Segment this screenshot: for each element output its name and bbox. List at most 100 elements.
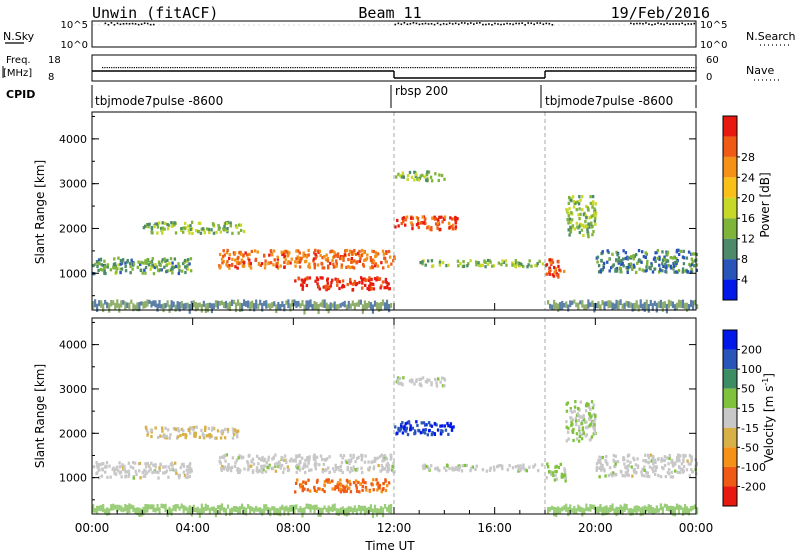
heatmap-cell xyxy=(478,263,482,267)
freq-sample xyxy=(600,67,602,69)
heatmap-cell xyxy=(157,470,160,475)
heatmap-cell xyxy=(104,470,107,474)
heatmap-cell xyxy=(574,400,577,404)
heatmap-cell xyxy=(423,463,426,467)
colorbar-segment xyxy=(723,466,737,487)
ground-scatter-cell xyxy=(645,506,648,512)
heatmap-cell xyxy=(692,264,696,268)
noise-sample xyxy=(672,23,674,25)
heatmap-cell xyxy=(574,416,578,420)
heatmap-cell xyxy=(100,263,103,267)
ground-scatter-cell xyxy=(643,302,646,312)
heatmap-cell xyxy=(607,473,611,478)
heatmap-cell xyxy=(269,249,273,253)
heatmap-cell xyxy=(364,283,367,288)
colorbar-segment xyxy=(723,447,737,467)
heatmap-cell xyxy=(127,469,131,473)
heatmap-cell xyxy=(632,470,636,474)
heatmap-cell xyxy=(180,462,184,467)
freq-sample xyxy=(170,67,172,69)
heatmap-cell xyxy=(335,259,338,263)
heatmap-cell xyxy=(188,462,192,466)
heatmap-cell xyxy=(315,455,319,459)
heatmap-cell xyxy=(335,466,338,470)
freq-sample xyxy=(598,67,600,69)
heatmap-cell xyxy=(450,426,454,430)
heatmap-cell xyxy=(154,262,157,267)
colorbar-segment xyxy=(723,116,737,137)
ground-scatter-cell xyxy=(359,299,362,305)
ground-scatter-cell xyxy=(341,506,344,514)
heatmap-cell xyxy=(231,257,234,261)
heatmap-cell xyxy=(673,260,677,265)
heatmap-cell xyxy=(339,453,342,458)
heatmap-cell xyxy=(188,465,191,469)
heatmap-cell xyxy=(481,468,485,472)
heatmap-cell xyxy=(157,221,161,225)
heatmap-cell xyxy=(354,283,358,287)
noise-sample xyxy=(400,23,403,26)
ground-scatter-cell xyxy=(367,301,371,308)
heatmap-cell xyxy=(552,473,555,478)
heatmap-cell xyxy=(307,253,310,257)
heatmap-cell xyxy=(395,175,398,179)
freq-sample xyxy=(405,67,407,69)
heatmap-cell xyxy=(649,267,652,271)
heatmap-cell xyxy=(589,422,593,426)
ground-scatter-cell xyxy=(243,299,246,307)
heatmap-cell xyxy=(622,264,625,268)
heatmap-cell xyxy=(620,470,623,474)
heatmap-cell xyxy=(581,426,585,430)
heatmap-cell xyxy=(415,379,418,383)
heatmap-cell xyxy=(675,250,679,254)
colorbar-segment xyxy=(723,238,737,260)
heatmap-cell xyxy=(595,462,599,466)
heatmap-cell xyxy=(325,253,328,257)
heatmap-cell xyxy=(384,455,387,459)
heatmap-cell xyxy=(384,260,388,264)
heatmap-cell xyxy=(664,258,667,262)
heatmap-cell xyxy=(273,462,277,466)
heatmap-cell xyxy=(570,199,573,203)
heatmap-cell xyxy=(183,258,187,263)
heatmap-cell xyxy=(357,480,360,484)
heatmap-cell xyxy=(652,470,655,474)
freq-sample xyxy=(475,67,477,69)
noise-sample xyxy=(663,23,665,26)
heatmap-cell xyxy=(198,435,202,440)
heatmap-cell xyxy=(157,260,161,264)
ground-scatter-cell xyxy=(369,302,373,310)
heatmap-cell xyxy=(228,264,231,268)
heatmap-cell xyxy=(164,436,167,440)
heatmap-cell xyxy=(431,216,435,220)
heatmap-cell xyxy=(271,457,274,461)
heatmap-cell xyxy=(352,251,355,255)
ground-scatter-cell xyxy=(621,303,624,309)
ground-scatter-cell xyxy=(150,301,153,308)
ground-scatter-cell xyxy=(553,299,556,310)
noise-sample xyxy=(666,22,668,25)
heatmap-cell xyxy=(664,262,667,266)
heatmap-cell xyxy=(521,466,525,470)
ground-scatter-cell xyxy=(589,302,592,307)
ground-scatter-cell xyxy=(663,301,666,309)
heatmap-cell xyxy=(333,469,336,474)
heatmap-cell xyxy=(301,284,305,289)
heatmap-cell xyxy=(369,266,372,270)
heatmap-cell xyxy=(571,422,574,426)
heatmap-cell xyxy=(172,265,176,269)
noise-sample xyxy=(642,22,644,25)
ground-scatter-cell xyxy=(156,303,159,312)
nsky-tick-low: 10^0 xyxy=(61,40,88,51)
heatmap-cell xyxy=(485,469,489,473)
heatmap-cell xyxy=(647,456,651,460)
ground-scatter-cell xyxy=(120,300,123,308)
heatmap-cell xyxy=(438,215,441,219)
ground-scatter-cell xyxy=(184,302,187,310)
ground-scatter-cell xyxy=(601,300,604,306)
heatmap-cell xyxy=(371,258,374,262)
heatmap-cell xyxy=(496,465,499,469)
heatmap-cell xyxy=(360,253,364,258)
heatmap-cell xyxy=(668,456,671,461)
heatmap-cell xyxy=(629,460,632,464)
